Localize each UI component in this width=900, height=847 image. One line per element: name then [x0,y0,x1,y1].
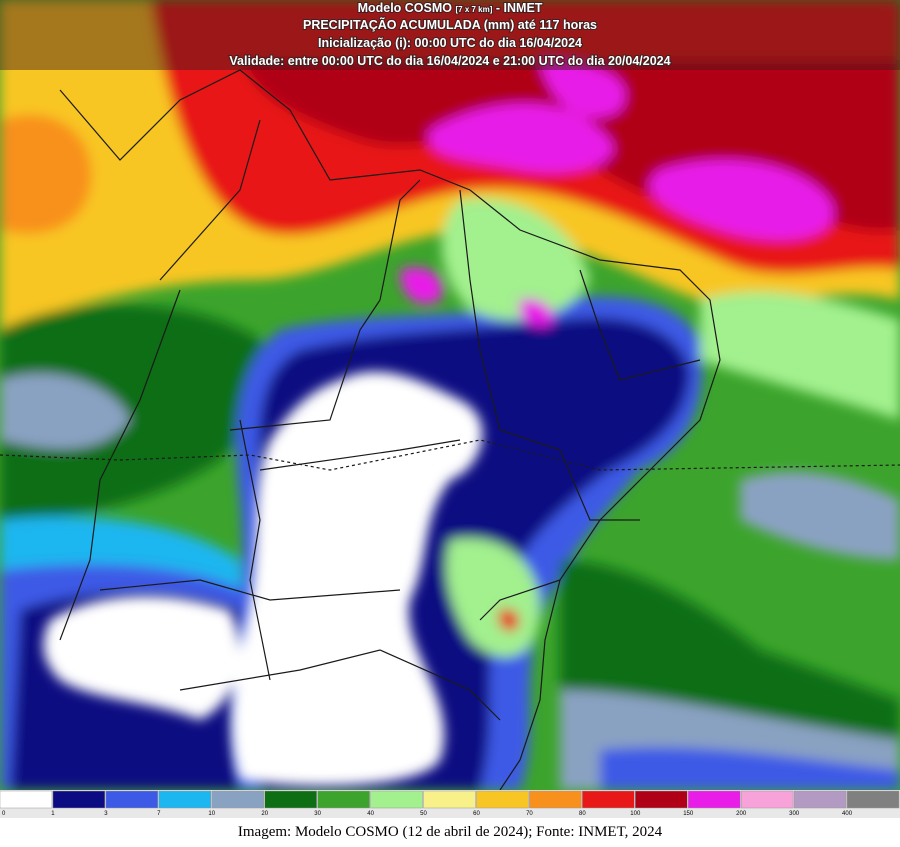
header: Modelo COSMO [7 x 7 km] - INMET PRECIPIT… [228,0,671,69]
caption: Imagem: Modelo COSMO (12 de abril de 202… [238,824,663,840]
legend-swatch [105,790,159,809]
legend-swatch [635,790,688,809]
svg-text:Modelo COSMO [7 x 7 km] - INME: Modelo COSMO [7 x 7 km] - INMET [358,1,543,15]
model-resolution: [7 x 7 km] [456,5,493,14]
legend-swatch [317,790,370,809]
legend-swatch [740,790,794,809]
legend-label: 100 [630,811,641,817]
legend-swatch [52,790,106,809]
map-title: PRECIPITAÇÃO ACUMULADA (mm) até 117 hora… [303,17,597,32]
legend-label: 1 [51,811,55,817]
legend-label: 20 [261,811,268,817]
legend-swatch [264,790,317,809]
legend-label: 60 [473,811,480,817]
init-time: Inicialização (i): 00:00 UTC do dia 16/0… [318,36,582,50]
legend: 0 1 3 7 10 20 30 40 50 60 70 80 100 150 200 300 400 [0,790,900,818]
legend-label: 70 [526,811,533,817]
legend-swatch [476,790,529,809]
model-name: Modelo COSMO [358,1,453,15]
map [0,0,900,791]
legend-swatch [793,790,847,809]
legend-label: 400 [842,811,853,817]
legend-label: 200 [736,811,747,817]
legend-label: 10 [208,811,215,817]
legend-swatch [0,790,53,809]
legend-swatch [687,790,741,809]
legend-swatch [423,790,476,809]
legend-label: 80 [579,811,586,817]
legend-label: 150 [683,811,694,817]
legend-label: 40 [367,811,374,817]
legend-label: 30 [314,811,321,817]
legend-label: 0 [2,811,6,817]
caption-bg [0,818,900,847]
legend-label: 50 [420,811,427,817]
borders [0,69,900,791]
legend-label: 3 [104,811,108,817]
validity: Validade: entre 00:00 UTC do dia 16/04/2… [229,54,670,68]
model-source: - INMET [496,1,543,15]
legend-swatch [582,790,635,809]
legend-swatch [158,790,212,809]
legend-swatch [370,790,423,809]
legend-label: 7 [157,811,161,817]
legend-swatch [846,790,900,809]
legend-swatch [529,790,582,809]
legend-swatch [211,790,264,809]
legend-label: 300 [789,811,800,817]
